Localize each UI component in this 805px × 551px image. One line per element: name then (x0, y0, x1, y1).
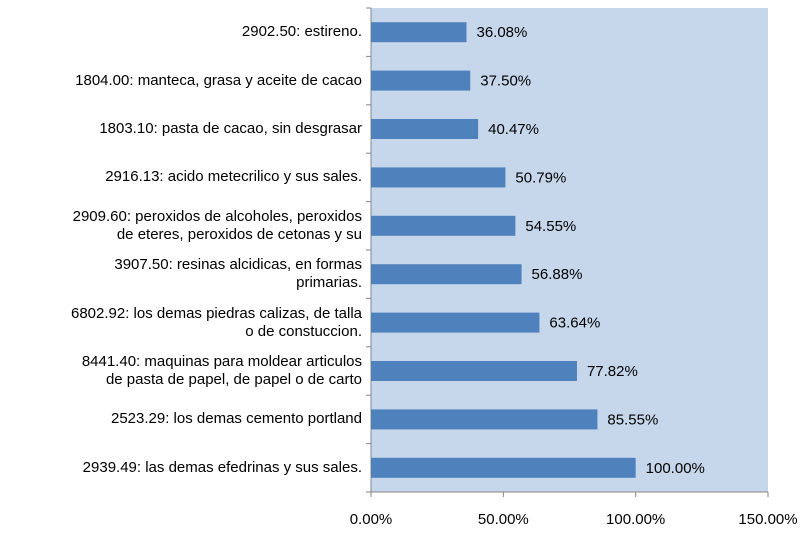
category-label: 2916.13: acido metecrilico y sus sales. (105, 168, 362, 186)
value-label: 77.82% (587, 363, 638, 380)
value-label: 54.55% (525, 218, 576, 235)
bar (371, 409, 598, 430)
category-label: 6802.92: los demas piedras calizas, de t… (70, 304, 362, 340)
category-label: 2523.29: los demas cemento portland (111, 410, 362, 428)
value-label: 40.47% (488, 121, 539, 138)
category-label: 2909.60: peroxidos de alcoholes, peroxid… (72, 207, 362, 243)
value-label: 56.88% (532, 266, 583, 283)
bar (371, 22, 467, 43)
bar (371, 457, 636, 478)
category-label: 8441.40: maquinas para moldear articulos… (81, 353, 362, 388)
x-tick-label: 100.00% (606, 511, 665, 528)
value-label: 63.64% (549, 315, 600, 332)
value-label: 50.79% (515, 169, 566, 186)
x-tick-label: 50.00% (478, 511, 529, 528)
bar (371, 264, 522, 285)
value-label: 100.00% (646, 460, 705, 477)
category-label: 2902.50: estireno. (241, 23, 362, 41)
value-label: 85.55% (607, 411, 658, 428)
x-tick-label: 150.00% (738, 511, 797, 528)
x-tick-label: 0.00% (350, 511, 393, 528)
value-label: 36.08% (476, 24, 527, 41)
bar (371, 215, 516, 236)
category-label: 1803.10: pasta de cacao, sin desgrasar (99, 120, 362, 137)
bar (371, 361, 577, 381)
category-label: 2939.49: las demas efedrinas y sus sales… (82, 458, 362, 476)
bar (371, 70, 471, 91)
value-label: 37.50% (480, 73, 531, 90)
bar (371, 312, 540, 333)
category-label: 3907.50: resinas alcidicas, en formas pr… (114, 256, 362, 292)
category-label: 1804.00: manteca, grasa y aceite de caca… (75, 71, 362, 89)
bar (371, 119, 479, 139)
bar (371, 167, 506, 188)
